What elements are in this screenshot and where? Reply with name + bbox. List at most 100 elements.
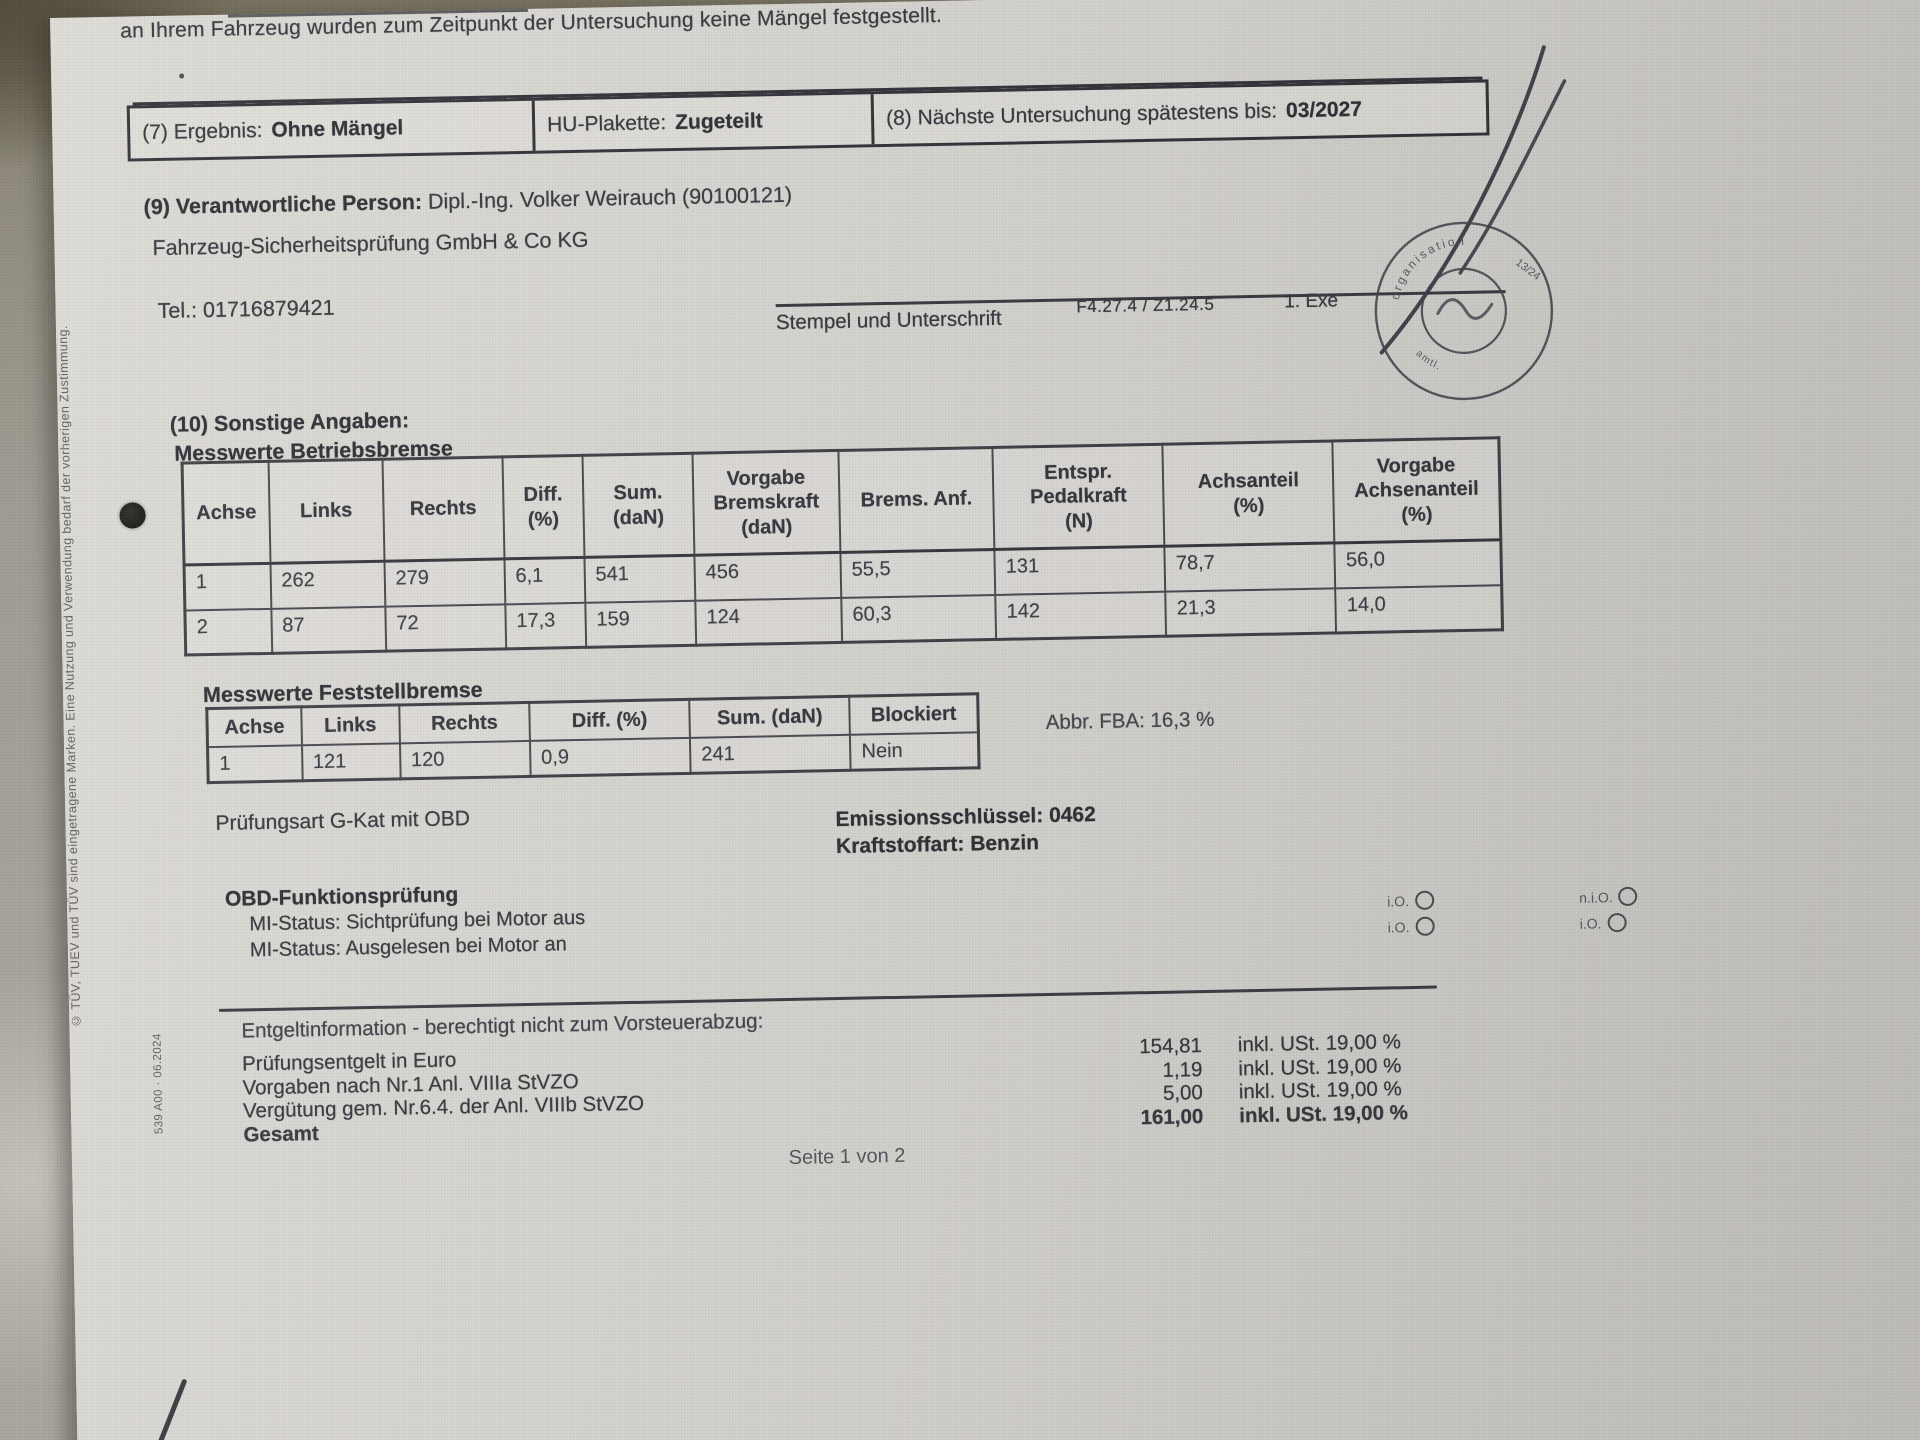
column-header-brems-anf: Brems. Anf. <box>838 447 995 553</box>
page-number: Seite 1 von 2 <box>788 1144 906 1170</box>
inspection-report-page: an Ihrem Fahrzeug wurden zum Zeitpunkt d… <box>50 0 1920 1440</box>
round-stamp-seal: organisation amtl. 13/24 <box>1374 221 1554 401</box>
cell: 14,0 <box>1335 584 1503 633</box>
sonstige-angaben-title: (10) Sonstige Angaben: <box>169 408 410 437</box>
result-summary-line: an Ihrem Fahrzeug wurden zum Zeitpunkt d… <box>120 3 943 43</box>
form-code-inline: F4.27.4 / Z1.24.5 <box>1076 294 1215 317</box>
signature-caption: Stempel und Unterschrift <box>775 306 1002 335</box>
mi-status-label: MI-Status: Ausgelesen bei Motor an <box>249 933 567 962</box>
column-header-sum: Sum. (daN) <box>582 453 695 558</box>
fee-information-block: Entgeltinformation - berechtigt nicht zu… <box>241 996 1483 1147</box>
svg-text:amtl.: amtl. <box>1413 348 1443 374</box>
mi-option-1: i.O. <box>1387 890 1435 911</box>
cell: 456 <box>694 552 842 601</box>
cell: 142 <box>995 591 1167 640</box>
column-header-vorgabe-achsenanteil: Vorgabe Achsenanteil (%) <box>1332 437 1501 543</box>
checkbox-circle-icon <box>1607 912 1627 933</box>
plakette-label: HU-Plakette: <box>546 111 667 137</box>
mi-option-1: i.O. <box>1387 916 1435 937</box>
cell: 241 <box>690 734 851 774</box>
hu-plakette-cell: HU-Plakette: Zugeteilt <box>531 94 872 151</box>
ergebnis-cell: (7) Ergebnis: Ohne Mängel <box>130 101 533 159</box>
option-label: i.O. <box>1387 918 1410 935</box>
mi-status-label: MI-Status: Sichtprüfung bei Motor aus <box>249 906 586 936</box>
column-header-vorgabe-bremskraft: Vorgabe Bremskraft (daN) <box>692 450 841 556</box>
column-header-achse: Achse <box>182 461 271 566</box>
column-header-links: Links <box>300 704 400 745</box>
option-label: n.i.O. <box>1579 888 1613 906</box>
fee-amount: 5,00 <box>1162 1081 1204 1105</box>
responsible-person-value: Dipl.-Ing. Volker Weirauch (90100121) <box>427 182 793 214</box>
cell: 55,5 <box>840 549 996 598</box>
cell: 262 <box>270 561 385 609</box>
phone-line: Tel.: 01716879421 <box>157 295 335 323</box>
pruefungsart-line: Prüfungsart G-Kat mit OBD <box>215 807 471 835</box>
cell: 131 <box>994 546 1166 595</box>
cell: 0,9 <box>529 737 691 777</box>
cell: 159 <box>585 600 697 648</box>
cell: 124 <box>695 597 843 646</box>
option-label: i.O. <box>1579 914 1602 932</box>
cell: 56,0 <box>1334 539 1502 588</box>
column-header-sum: Sum. (daN) <box>689 696 851 738</box>
cell: 2 <box>184 608 272 656</box>
cell: 120 <box>399 740 531 779</box>
column-header-rechts: Rechts <box>398 702 530 743</box>
checkbox-circle-icon <box>1618 886 1638 907</box>
feststellbremse-table: Achse Links Rechts Diff. (%) Sum. (daN) … <box>205 692 981 785</box>
punch-hole <box>119 502 146 529</box>
stamp-small-text: amtl. <box>1413 348 1443 374</box>
fba-note: Abbr. FBA: 16,3 % <box>1045 707 1215 735</box>
checkbox-circle-icon <box>1415 916 1435 936</box>
emission-block: Emissionsschlüssel: 0462 Kraftstoffart: … <box>835 801 1096 860</box>
cell: 17,3 <box>505 602 586 649</box>
paper-speck <box>179 73 185 79</box>
column-header-links: Links <box>268 459 385 564</box>
column-header-achse: Achse <box>206 706 302 747</box>
option-label: i.O. <box>1387 892 1410 909</box>
result-header-row: (7) Ergebnis: Ohne Mängel HU-Plakette: Z… <box>126 79 1490 162</box>
column-header-diff: Diff. (%) <box>502 455 585 559</box>
ergebnis-value: Ohne Mängel <box>271 116 404 142</box>
fee-amount: 154,81 <box>1139 1034 1203 1059</box>
handwritten-signature-mark <box>1379 45 1567 355</box>
stamp-number: 13/24 <box>1513 257 1542 283</box>
checkbox-circle-icon <box>1414 890 1435 910</box>
responsible-person-line: (9) Verantwortliche Person: Dipl.-Ing. V… <box>143 183 792 220</box>
column-header-diff: Diff. (%) <box>529 699 691 741</box>
column-header-pedalkraft: Entspr. Pedalkraft (N) <box>992 444 1165 550</box>
plakette-value: Zugeteilt <box>674 109 763 135</box>
cell: 1 <box>184 563 271 611</box>
cell: Nein <box>850 731 980 771</box>
next-inspection-label: (8) Nächste Untersuchung spätestens bis: <box>885 99 1278 130</box>
cell: 72 <box>384 603 506 652</box>
column-header-blockiert: Blockiert <box>849 693 979 735</box>
company-name: Fahrzeug-Sicherheitsprüfung GmbH & Co KG <box>152 227 589 261</box>
cell: 78,7 <box>1164 542 1336 592</box>
cell: 1 <box>207 744 303 783</box>
cell: 279 <box>384 558 506 607</box>
cell: 121 <box>301 742 401 781</box>
cell: 87 <box>270 606 386 654</box>
margin-copyright-text: © TÜV, TUEV und TÜV sind eingetragene Ma… <box>55 325 84 1028</box>
column-header-rechts: Rechts <box>382 456 505 562</box>
emissionsschluessel-line: Emissionsschlüssel: 0462 <box>835 803 1097 832</box>
column-header-achsanteil: Achsanteil (%) <box>1162 440 1335 547</box>
fee-tax: inkl. USt. 19,00 % <box>1239 1100 1409 1127</box>
pen-mark <box>153 1379 187 1440</box>
fee-amount: 161,00 <box>1140 1104 1204 1129</box>
cell: 21,3 <box>1165 587 1337 637</box>
mi-option-2: n.i.O. <box>1579 886 1638 907</box>
fee-amount: 1,19 <box>1162 1057 1203 1082</box>
ergebnis-label: (7) Ergebnis: <box>141 118 263 145</box>
kraftstoffart-line: Kraftstoffart: Benzin <box>835 831 1040 859</box>
obd-funktionspruefung-title: OBD-Funktionsprüfung <box>224 883 459 911</box>
cell: 6,1 <box>504 557 586 604</box>
cell: 541 <box>584 555 696 603</box>
betriebsbremse-table: Achse Links Rechts Diff. (%) Sum. (daN) … <box>180 436 1505 657</box>
responsible-person-label: (9) Verantwortliche Person: <box>143 189 423 220</box>
mi-option-2: i.O. <box>1579 912 1627 933</box>
cell: 60,3 <box>841 594 997 643</box>
margin-form-code: 539 A00 · 06.2024 <box>151 1033 166 1135</box>
